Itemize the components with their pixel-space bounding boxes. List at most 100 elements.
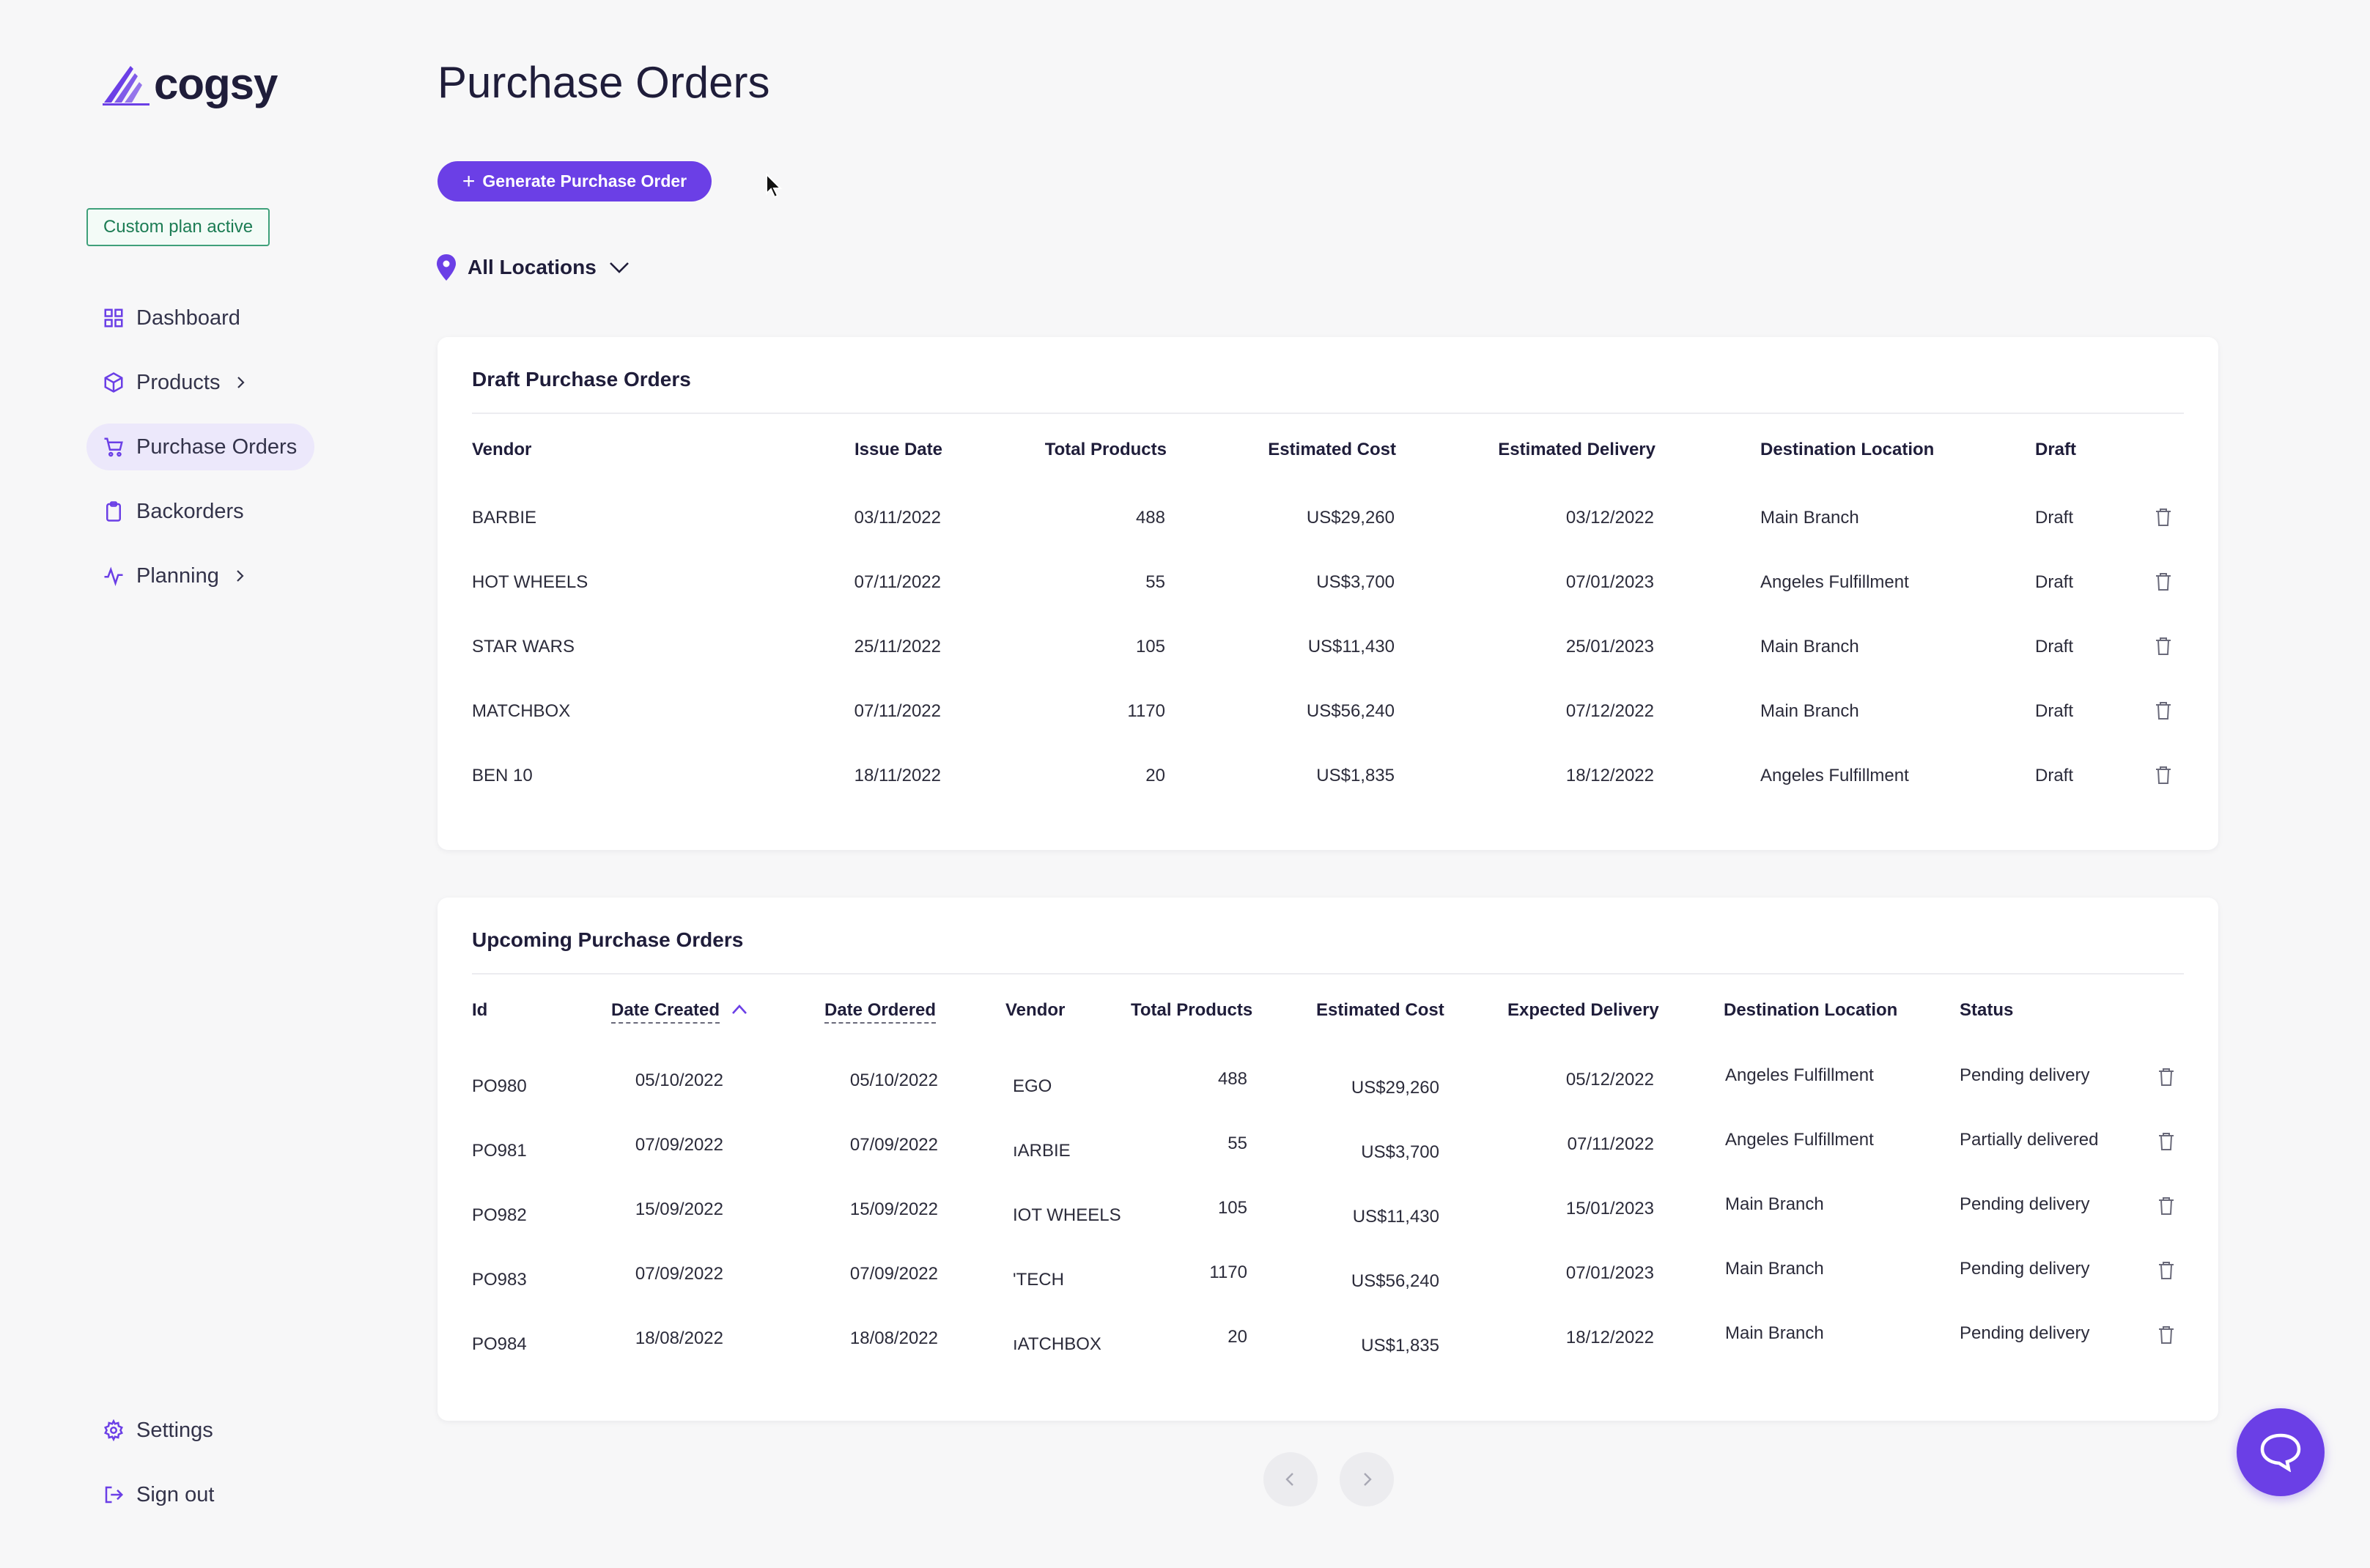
cell-vendor: ıATCHBOX: [1013, 1334, 1101, 1354]
cell-estimated-cost: US$56,240: [1306, 701, 1395, 721]
sidebar-item-dashboard[interactable]: Dashboard: [86, 295, 258, 341]
sidebar-item-label: Products: [136, 370, 221, 394]
column-header-date-ordered[interactable]: Date Ordered: [824, 1000, 937, 1024]
cell-estimated-cost: US$1,835: [1316, 766, 1395, 785]
cell-vendor: EGO: [1013, 1076, 1052, 1096]
cell-destination-location: Main Branch: [1760, 508, 1859, 528]
cell-date-created: 18/08/2022: [635, 1328, 723, 1348]
column-header-total-products: Total Products: [1131, 1000, 1253, 1020]
cell-destination-location: Angeles Fulfillment: [1760, 766, 1909, 785]
upcoming-purchase-orders-card: Upcoming Purchase Orders Id Date Created D…: [438, 898, 2218, 1421]
cell-estimated-delivery: 07/01/2023: [1565, 572, 1654, 592]
delete-icon[interactable]: [2154, 636, 2173, 657]
sidebar-item-products[interactable]: Products: [86, 359, 265, 406]
delete-icon[interactable]: [2154, 765, 2173, 785]
cell-destination-location: Angeles Fulfillment: [1760, 572, 1909, 592]
upcoming-card-title: Upcoming Purchase Orders: [472, 928, 744, 951]
delete-icon[interactable]: [2157, 1260, 2176, 1281]
cell-issue-date: 07/11/2022: [854, 701, 941, 721]
cell-draft-status: Draft: [2035, 701, 2074, 721]
delete-icon[interactable]: [2154, 507, 2173, 528]
cell-destination-location: Angeles Fulfillment: [1725, 1130, 1874, 1150]
cell-destination-location: Main Branch: [1725, 1194, 1824, 1214]
sidebar-item-label: Planning: [136, 563, 219, 588]
cell-draft-status: Draft: [2035, 637, 2074, 657]
cell-date-ordered: 07/09/2022: [849, 1135, 938, 1155]
cell-draft-status: Draft: [2035, 572, 2074, 592]
page-title: Purchase Orders: [438, 58, 770, 107]
cell-date-ordered: 05/10/2022: [849, 1070, 938, 1090]
cell-draft-status: Draft: [2035, 766, 2074, 785]
sidebar-item-sign-out[interactable]: Sign out: [86, 1471, 232, 1518]
chevron-right-icon: [233, 375, 248, 390]
chat-support-button[interactable]: [2237, 1408, 2325, 1496]
cell-draft-status: Draft: [2035, 508, 2074, 528]
cell-vendor: MATCHBOX: [472, 701, 571, 721]
cell-status: Pending delivery: [1960, 1323, 2090, 1343]
delete-icon[interactable]: [2154, 700, 2173, 721]
cogsy-logo[interactable]: cogsy: [101, 59, 278, 109]
column-header-expected-delivery: Expected Delivery: [1507, 1000, 1659, 1020]
sidebar-item-purchase-orders[interactable]: Purchase Orders: [86, 424, 315, 470]
cell-estimated-delivery: 03/12/2022: [1565, 508, 1654, 528]
cell-status: Pending delivery: [1960, 1065, 2090, 1085]
cell-estimated-delivery: 25/01/2023: [1565, 637, 1654, 657]
divider: [472, 973, 2184, 975]
activity-icon: [103, 565, 125, 587]
cell-total-products: 20: [1145, 766, 1165, 785]
cell-status: Pending delivery: [1960, 1194, 2090, 1214]
column-header-date-created[interactable]: Date Created: [611, 1000, 720, 1024]
cell-id: PO984: [472, 1334, 527, 1354]
column-header-destination-location: Destination Location: [1724, 1000, 1898, 1020]
pagination-next-button[interactable]: [1340, 1452, 1394, 1506]
cell-issue-date: 03/11/2022: [854, 508, 941, 528]
cell-total-products: 1170: [1127, 701, 1165, 721]
cell-estimated-delivery: 18/12/2022: [1565, 766, 1654, 785]
sign-out-icon: [103, 1484, 125, 1506]
sidebar-item-label: Dashboard: [136, 306, 240, 330]
delete-icon[interactable]: [2157, 1325, 2176, 1345]
cell-total-products: 488: [1135, 508, 1165, 528]
cell-date-created: 07/09/2022: [635, 1264, 723, 1284]
clipboard-icon: [103, 500, 125, 522]
cell-date-created: 05/10/2022: [635, 1070, 723, 1090]
chevron-down-icon: [609, 262, 629, 273]
column-header-issue-date: Issue Date: [854, 440, 942, 459]
column-header-estimated-cost: Estimated Cost: [1268, 440, 1396, 459]
cell-total-products: 488: [1217, 1069, 1247, 1089]
column-header-draft-status: Draft: [2035, 440, 2077, 459]
sidebar-item-settings[interactable]: Settings: [86, 1407, 231, 1454]
cell-vendor: STAR WARS: [472, 637, 575, 657]
sidebar-item-backorders[interactable]: Backorders: [86, 488, 262, 535]
location-filter-dropdown[interactable]: All Locations: [435, 254, 630, 281]
sidebar: cogsy Custom plan active Dashboard Produ…: [0, 0, 396, 1568]
cart-icon: [103, 436, 125, 458]
cell-total-products: 55: [1228, 1134, 1247, 1153]
sidebar-item-planning[interactable]: Planning: [86, 552, 265, 599]
cell-expected-delivery: 15/01/2023: [1565, 1199, 1654, 1218]
box-icon: [103, 371, 125, 393]
cell-destination-location: Main Branch: [1725, 1259, 1824, 1279]
cell-expected-delivery: 18/12/2022: [1565, 1328, 1654, 1347]
delete-icon[interactable]: [2154, 572, 2173, 592]
column-header-total-products: Total Products: [1044, 440, 1167, 459]
sort-ascending-icon[interactable]: [731, 1002, 748, 1023]
location-pin-icon: [437, 254, 456, 281]
cell-estimated-cost: US$29,260: [1351, 1078, 1439, 1098]
generate-purchase-order-button[interactable]: + Generate Purchase Order: [438, 161, 712, 201]
cell-id: PO982: [472, 1205, 527, 1225]
cell-expected-delivery: 07/11/2022: [1567, 1134, 1654, 1154]
cell-destination-location: Angeles Fulfillment: [1725, 1065, 1874, 1085]
generate-button-label: Generate Purchase Order: [482, 171, 687, 191]
column-header-estimated-cost: Estimated Cost: [1316, 1000, 1444, 1020]
cell-status: Pending delivery: [1960, 1259, 2090, 1279]
cell-date-ordered: 15/09/2022: [849, 1199, 938, 1219]
plus-icon: +: [462, 169, 476, 193]
pagination-prev-button[interactable]: [1263, 1452, 1318, 1506]
delete-icon[interactable]: [2157, 1067, 2176, 1087]
delete-icon[interactable]: [2157, 1131, 2176, 1152]
delete-icon[interactable]: [2157, 1196, 2176, 1216]
location-filter-label: All Locations: [468, 256, 597, 278]
sidebar-item-label: Purchase Orders: [136, 434, 298, 459]
cell-destination-location: Main Branch: [1760, 701, 1859, 721]
